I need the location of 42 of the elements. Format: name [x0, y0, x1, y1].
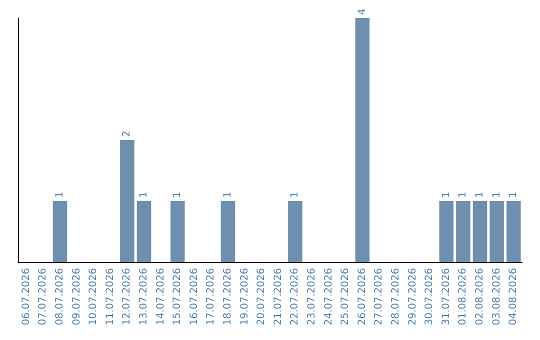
data-label: 2 [122, 130, 133, 137]
x-tick-label: 27.07.2026 [374, 268, 385, 326]
data-label: 4 [356, 8, 368, 15]
data-label: 1 [440, 192, 452, 198]
x-tick-label: 11.07.2026 [104, 268, 116, 326]
x-tick-label: 22.07.2026 [290, 268, 301, 326]
data-label: 1 [491, 192, 502, 198]
data-label: 1 [222, 192, 234, 198]
x-tick-label: 23.07.2026 [306, 268, 318, 326]
data-label: 1 [54, 192, 66, 198]
x-tick-label: 14.07.2026 [155, 268, 166, 326]
x-tick-label: 04.08.2026 [508, 268, 520, 326]
x-tick-label: 03.08.2026 [491, 268, 502, 326]
data-label: 1 [458, 192, 469, 198]
x-tick-label: 21.07.2026 [272, 268, 284, 326]
data-label: 1 [172, 192, 184, 198]
x-tick-label: 13.07.2026 [138, 268, 150, 326]
x-tick-label: 07.07.2026 [38, 268, 49, 326]
data-label: 1 [138, 192, 150, 198]
x-tick-label: 18.07.2026 [222, 268, 234, 326]
x-tick-label: 19.07.2026 [239, 268, 250, 326]
data-label: 1 [508, 192, 520, 198]
x-tick-label: 15.07.2026 [172, 268, 184, 326]
x-tick-label: 26.07.2026 [356, 268, 368, 326]
x-tick-label: 28.07.2026 [390, 268, 402, 326]
x-tick-label: 16.07.2026 [188, 268, 200, 326]
x-tick-label: 31.07.2026 [440, 268, 452, 326]
x-tick-label: 06.07.2026 [20, 268, 32, 326]
x-tick-label: 17.07.2026 [206, 268, 217, 326]
x-tick-label: 01.08.2026 [458, 268, 469, 326]
x-tick-label: 02.08.2026 [474, 268, 486, 326]
data-label: 1 [474, 192, 486, 198]
x-tick-label: 10.07.2026 [88, 268, 100, 326]
x-tick-label: 08.07.2026 [54, 268, 66, 326]
x-tick-label: 09.07.2026 [71, 268, 82, 326]
x-tick-label: 12.07.2026 [122, 268, 133, 326]
x-tick-label: 30.07.2026 [424, 268, 436, 326]
data-label: 1 [290, 192, 301, 198]
x-tick-label: 25.07.2026 [340, 268, 352, 326]
x-tick-label: 29.07.2026 [407, 268, 418, 326]
x-tick-label: 24.07.2026 [323, 268, 334, 326]
x-tick-label: 20.07.2026 [256, 268, 268, 326]
